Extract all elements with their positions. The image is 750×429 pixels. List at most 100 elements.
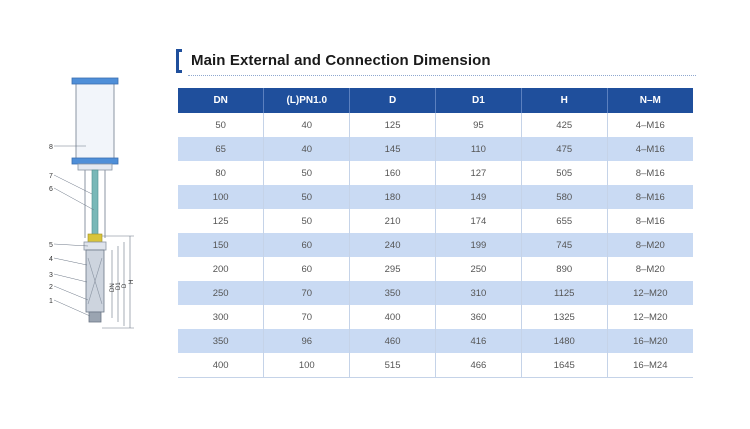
table-cell: 50	[263, 161, 351, 185]
table-row: 250 70 350 310 1125 12–M20	[178, 281, 693, 305]
callout-1: 1	[49, 298, 53, 305]
table-cell: 460	[349, 329, 436, 353]
table-cell: 250	[178, 281, 265, 305]
column-header-length: (L)PN1.0	[263, 88, 351, 113]
column-header-d1: D1	[435, 88, 522, 113]
dim-label-d1: D1	[116, 282, 122, 290]
table-cell: 8–M20	[607, 257, 693, 281]
table-cell: 466	[435, 353, 522, 378]
table-cell: 1125	[521, 281, 608, 305]
table-cell: 350	[178, 329, 265, 353]
table-cell: 12–M20	[607, 305, 693, 329]
table-cell: 580	[521, 185, 608, 209]
dim-label-dn: DN	[110, 283, 116, 292]
table-row: 350 96 460 416 1480 16–M20	[178, 329, 693, 353]
table-cell: 149	[435, 185, 522, 209]
dim-label-h: H	[129, 280, 135, 284]
table-cell: 250	[435, 257, 522, 281]
table-header-row: DN (L)PN1.0 D D1 H N–M	[178, 88, 693, 113]
table-cell: 110	[435, 137, 522, 161]
table-cell: 40	[263, 137, 351, 161]
callout-7: 7	[49, 173, 53, 180]
table-cell: 50	[263, 185, 351, 209]
table-row: 400 100 515 466 1645 16–M24	[178, 353, 693, 378]
title-bracket-icon	[176, 49, 182, 73]
table-cell: 80	[178, 161, 265, 185]
table-cell: 145	[349, 137, 436, 161]
table-cell: 475	[521, 137, 608, 161]
table-cell: 40	[263, 113, 351, 137]
table-cell: 1480	[521, 329, 608, 353]
table-cell: 210	[349, 209, 436, 233]
table-cell: 505	[521, 161, 608, 185]
table-cell: 310	[435, 281, 522, 305]
table-cell: 100	[263, 353, 351, 378]
table-cell: 350	[349, 281, 436, 305]
table-cell: 16–M20	[607, 329, 693, 353]
table-cell: 416	[435, 329, 522, 353]
column-header-d: D	[349, 88, 436, 113]
page-title: Main External and Connection Dimension	[191, 52, 491, 69]
table-cell: 1645	[521, 353, 608, 378]
table-row: 80 50 160 127 505 8–M16	[178, 161, 693, 185]
table-cell: 127	[435, 161, 522, 185]
table-cell: 240	[349, 233, 436, 257]
table-row: 200 60 295 250 890 8–M20	[178, 257, 693, 281]
table-cell: 65	[178, 137, 265, 161]
table-cell: 200	[178, 257, 265, 281]
table-row: 300 70 400 360 1325 12–M20	[178, 305, 693, 329]
table-cell: 60	[263, 257, 351, 281]
table-cell: 745	[521, 233, 608, 257]
table-cell: 100	[178, 185, 265, 209]
table-cell: 160	[349, 161, 436, 185]
dimension-table: DN (L)PN1.0 D D1 H N–M 50 40 125 95 425 …	[178, 88, 693, 378]
table-cell: 8–M16	[607, 161, 693, 185]
table-cell: 1325	[521, 305, 608, 329]
table-cell: 125	[349, 113, 436, 137]
column-header-n-m: N–M	[607, 88, 693, 113]
table-cell: 50	[178, 113, 265, 137]
table-cell: 400	[178, 353, 265, 378]
valve-diagram: 8 7 6 5 4 3 2 1 DN D1 D H	[49, 77, 135, 329]
callout-8: 8	[49, 144, 53, 151]
table-cell: 12–M20	[607, 281, 693, 305]
table-cell: 180	[349, 185, 436, 209]
table-cell: 515	[349, 353, 436, 378]
table-row: 65 40 145 110 475 4–M16	[178, 137, 693, 161]
valve-drawing: 8 7 6 5 4 3 2 1 DN D1 D H	[40, 60, 180, 340]
column-header-h: H	[521, 88, 608, 113]
table-cell: 8–M16	[607, 185, 693, 209]
callout-2: 2	[49, 284, 53, 291]
table-cell: 400	[349, 305, 436, 329]
table-cell: 96	[263, 329, 351, 353]
callout-6: 6	[49, 186, 53, 193]
table-cell: 174	[435, 209, 522, 233]
table-row: 150 60 240 199 745 8–M20	[178, 233, 693, 257]
table-cell: 50	[263, 209, 351, 233]
table-cell: 4–M16	[607, 137, 693, 161]
table-cell: 70	[263, 281, 351, 305]
table-cell: 16–M24	[607, 353, 693, 378]
table-cell: 300	[178, 305, 265, 329]
table-cell: 125	[178, 209, 265, 233]
section-header: Main External and Connection Dimension	[174, 47, 696, 77]
table-cell: 60	[263, 233, 351, 257]
table-cell: 890	[521, 257, 608, 281]
table-cell: 95	[435, 113, 522, 137]
table-cell: 70	[263, 305, 351, 329]
table-cell: 150	[178, 233, 265, 257]
table-row: 125 50 210 174 655 8–M16	[178, 209, 693, 233]
table-cell: 360	[435, 305, 522, 329]
table-cell: 8–M16	[607, 209, 693, 233]
title-divider	[188, 75, 696, 76]
column-header-dn: DN	[178, 88, 265, 113]
table-row: 50 40 125 95 425 4–M16	[178, 113, 693, 137]
table-cell: 199	[435, 233, 522, 257]
table-cell: 4–M16	[607, 113, 693, 137]
table-cell: 425	[521, 113, 608, 137]
callout-3: 3	[49, 272, 53, 279]
table-cell: 655	[521, 209, 608, 233]
table-cell: 295	[349, 257, 436, 281]
table-row: 100 50 180 149 580 8–M16	[178, 185, 693, 209]
table-cell: 8–M20	[607, 233, 693, 257]
